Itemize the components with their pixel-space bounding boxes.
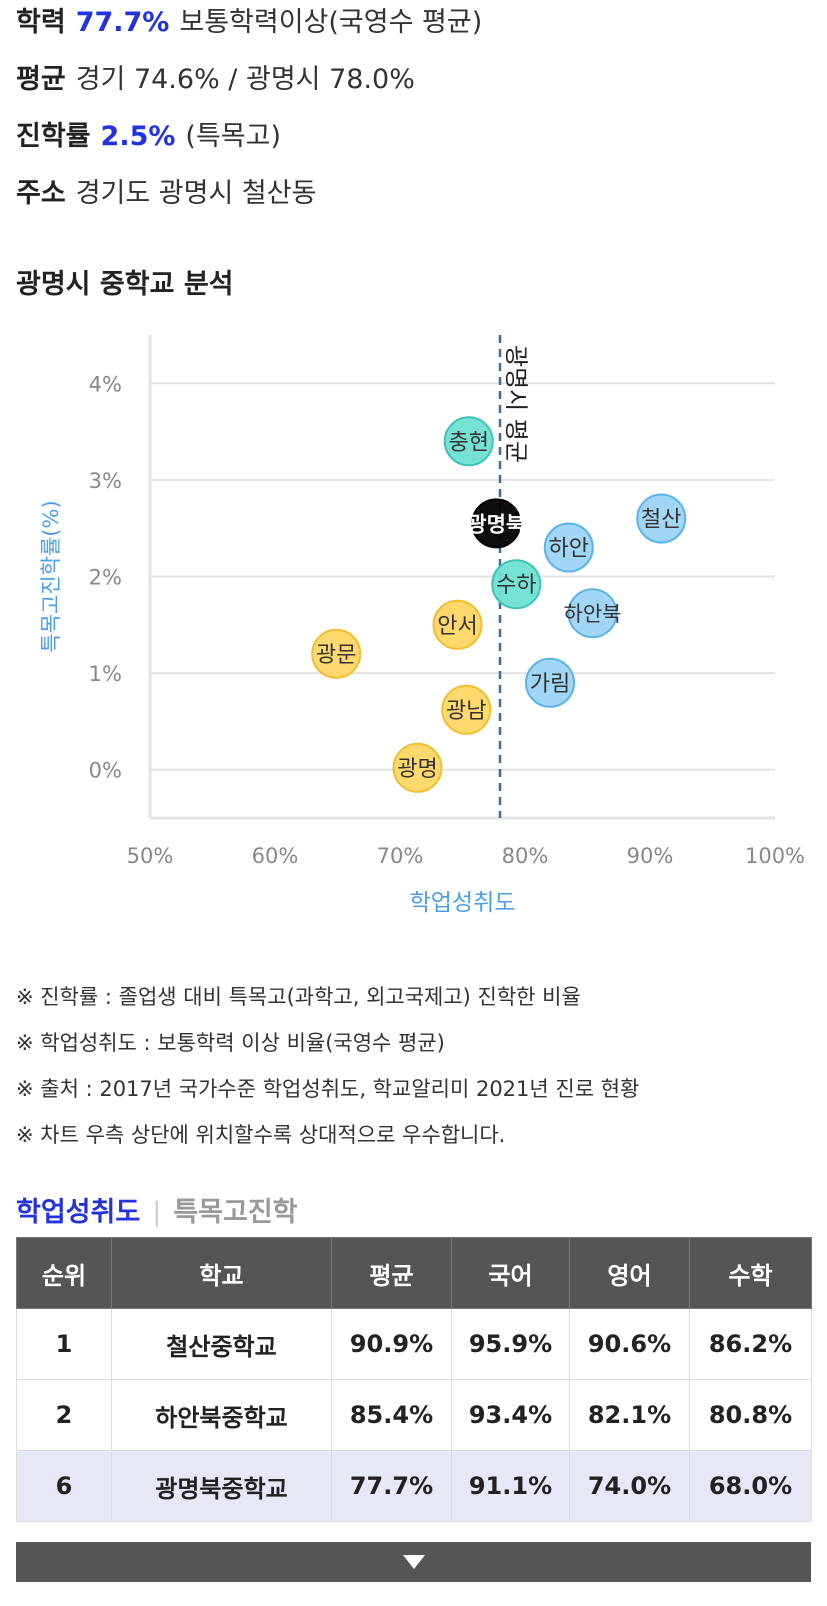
x-tick-label: 80% (502, 844, 549, 868)
average-row: 평균 경기 74.6% / 광명시 78.0% (16, 60, 415, 100)
cell-english: 90.6% (569, 1308, 690, 1380)
note-source: ※ 출처 : 2017년 국가수준 학업성취도, 학교알리미 2021년 진로 … (16, 1077, 640, 1101)
advance-label: 진학률 (16, 121, 91, 152)
cell-korean: 91.1% (451, 1450, 570, 1522)
header-english: 영어 (569, 1237, 690, 1309)
achievement-row: 학력 77.7% 보통학력이상(국영수 평균) (16, 3, 482, 43)
point-label: 광명북 (467, 512, 525, 536)
cell-school: 하안북중학교 (111, 1379, 332, 1451)
point-광명북 (471, 498, 522, 549)
x-axis-title: 학업성취도 (410, 890, 516, 916)
note-advance-rate: ※ 진학률 : 졸업생 대비 특목고(과학고, 외고국제고) 진학한 비율 (16, 985, 581, 1009)
point-철산 (636, 493, 687, 544)
header-school: 학교 (111, 1237, 332, 1309)
cell-rank: 1 (16, 1308, 112, 1380)
x-tick-label: 60% (252, 844, 299, 868)
notes: ※ 진학률 : 졸업생 대비 특목고(과학고, 외고국제고) 진학한 비율 ※ … (16, 980, 639, 1164)
point-label: 광명 (397, 757, 437, 782)
y-axis-title: 특목고진학률(%) (39, 500, 63, 652)
header-math: 수학 (689, 1237, 812, 1309)
header-average: 평균 (331, 1237, 452, 1309)
point-label: 충현 (449, 430, 489, 455)
achievement-value: 77.7% (75, 7, 170, 38)
point-가림 (525, 657, 575, 708)
x-tick-label: 70% (377, 844, 424, 868)
tab-separator: | (152, 1197, 162, 1228)
point-충현 (443, 416, 494, 467)
achievement-label: 학력 (16, 7, 66, 38)
point-label: 광문 (316, 643, 356, 668)
point-수하 (491, 559, 542, 610)
point-label: 광남 (446, 699, 486, 724)
average-label: 평균 (16, 64, 66, 95)
y-tick-label: 3% (89, 469, 122, 493)
cell-korean: 95.9% (451, 1308, 570, 1380)
address-label: 주소 (16, 178, 66, 209)
chevron-down-icon (402, 1555, 425, 1569)
y-tick-label: 0% (89, 759, 122, 783)
cell-rank: 2 (16, 1379, 112, 1451)
y-tick-label: 2% (89, 566, 122, 590)
point-광문 (311, 628, 362, 679)
scatter-chart: 0% 1% 2% 3% 4% 50% 60% 70% 80% 90% 100% 학업성취도 특목고진학률… (39, 335, 805, 916)
y-tick-label: 4% (89, 372, 122, 396)
cell-math: 68.0% (689, 1450, 812, 1522)
note-achievement: ※ 학업성취도 : 보통학력 이상 비율(국영수 평균) (16, 1031, 445, 1055)
table-header-row: 순위 학교 평균 국어 영어 수학 (16, 1237, 812, 1309)
average-value: 경기 74.6% / 광명시 78.0% (75, 64, 415, 95)
point-label: 안서 (437, 614, 477, 639)
cell-korean: 93.4% (451, 1379, 570, 1451)
advance-value: 2.5% (100, 121, 176, 152)
address-row: 주소 경기도 광명시 철산동 (16, 174, 316, 214)
point-하안북 (567, 588, 618, 639)
cell-average: 85.4% (331, 1379, 452, 1451)
point-label: 가림 (530, 672, 570, 697)
cell-rank: 6 (16, 1450, 112, 1522)
cell-school: 철산중학교 (111, 1308, 332, 1380)
table-row: 2 하안북중학교 85.4% 93.4% 82.1% 80.8% (16, 1379, 812, 1451)
x-tick-label: 50% (127, 844, 174, 868)
tab-bar: 학업성취도 | 특목고진학 (16, 1190, 298, 1229)
expand-table-button[interactable] (16, 1542, 811, 1582)
x-tick-label: 90% (627, 844, 674, 868)
address-value: 경기도 광명시 철산동 (75, 178, 317, 209)
header-korean: 국어 (451, 1237, 570, 1309)
advance-row: 진학률 2.5% (특목고) (16, 117, 281, 157)
point-label: 하안 (549, 537, 589, 562)
table-row: 1 철산중학교 90.9% 95.9% 90.6% 86.2% (16, 1308, 812, 1380)
ranking-table: 순위 학교 평균 국어 영어 수학 1 철산중학교 90.9% 95.9% 90… (16, 1237, 812, 1522)
note-hint: ※ 차트 우측 상단에 위치할수록 상대적으로 우수합니다. (16, 1123, 506, 1147)
advance-desc: (특목고) (185, 121, 282, 152)
point-하안 (543, 522, 594, 573)
point-label: 철산 (641, 508, 681, 533)
point-안서 (432, 599, 483, 650)
point-광명 (392, 742, 443, 793)
point-광남 (441, 684, 492, 735)
tab-special-high[interactable]: 특목고진학 (173, 1197, 298, 1228)
average-reference-label: 광명시 평균 (502, 345, 530, 463)
achievement-desc: 보통학력이상(국영수 평균) (179, 7, 483, 38)
cell-math: 86.2% (689, 1308, 812, 1380)
cell-average: 77.7% (331, 1450, 452, 1522)
cell-average: 90.9% (331, 1308, 452, 1380)
cell-school: 광명북중학교 (111, 1450, 332, 1522)
table-row-highlighted: 6 광명북중학교 77.7% 91.1% 74.0% 68.0% (16, 1450, 812, 1522)
header-rank: 순위 (16, 1237, 112, 1309)
section-title: 광명시 중학교 분석 (16, 269, 234, 300)
tab-achievement[interactable]: 학업성취도 (16, 1197, 141, 1228)
point-label: 하안북 (564, 602, 622, 626)
point-label: 수하 (496, 573, 536, 598)
y-tick-label: 1% (89, 662, 122, 686)
cell-english: 82.1% (569, 1379, 690, 1451)
x-tick-label: 100% (745, 844, 805, 868)
cell-english: 74.0% (569, 1450, 690, 1522)
cell-math: 80.8% (689, 1379, 812, 1451)
